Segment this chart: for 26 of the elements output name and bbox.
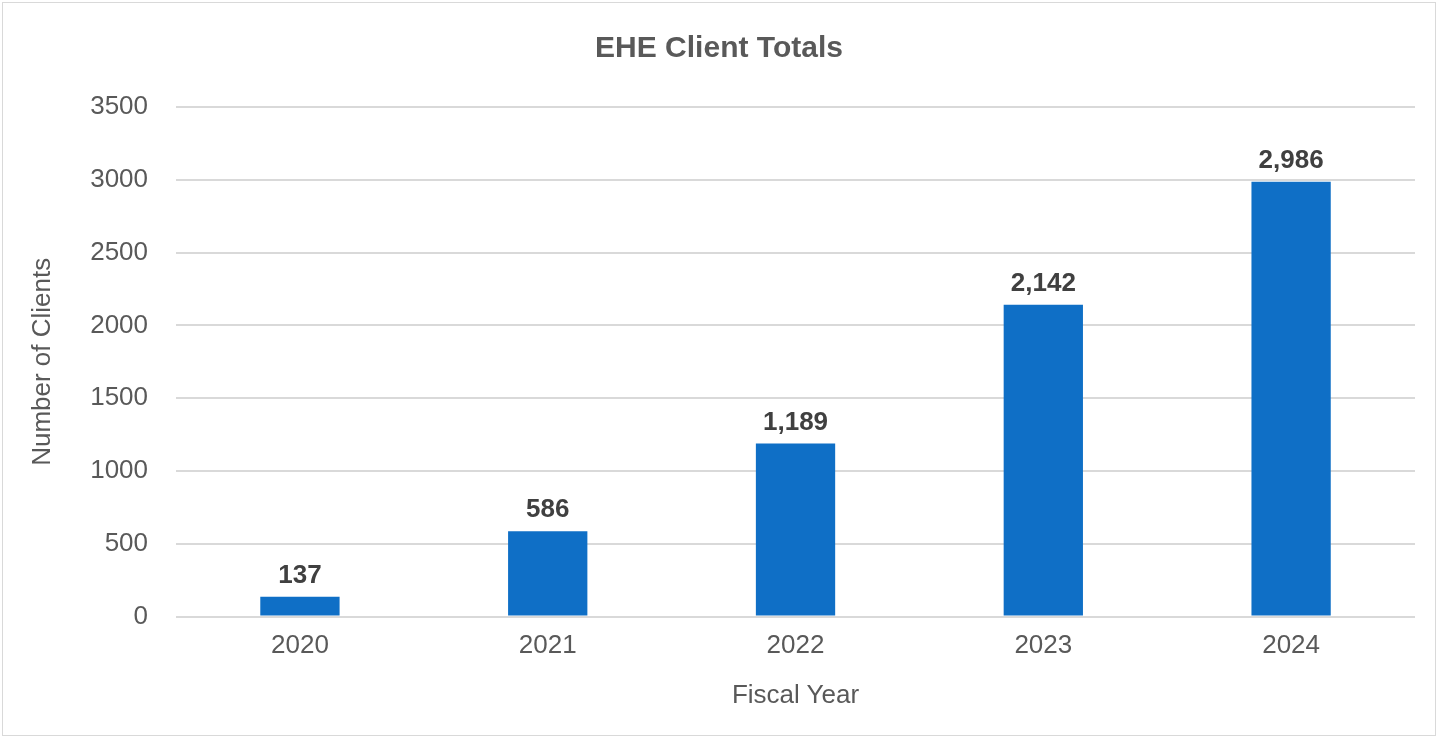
x-axis-title: Fiscal Year <box>731 678 860 709</box>
x-tick-label: 2021 <box>518 629 577 660</box>
y-tick-label: 2000 <box>90 308 149 339</box>
y-tick-label: 2500 <box>90 235 149 266</box>
y-tick-label: 500 <box>104 526 149 557</box>
data-label: 1,189 <box>762 405 829 436</box>
x-tick-label: 2020 <box>271 629 329 660</box>
bar <box>508 531 588 616</box>
data-label: 2,142 <box>1010 266 1076 297</box>
data-label: 2,986 <box>1258 144 1324 175</box>
x-tick-label: 2023 <box>1014 629 1073 660</box>
bar <box>1251 181 1331 616</box>
bar <box>260 596 340 616</box>
y-tick-label: 1000 <box>90 454 149 485</box>
data-label: 137 <box>278 558 322 589</box>
x-tick-label: 2022 <box>766 629 825 660</box>
chart-title: EHE Client Totals <box>595 30 843 64</box>
data-label: 586 <box>526 493 570 524</box>
bar <box>1003 304 1083 616</box>
bar <box>755 443 836 616</box>
y-tick-label: 3000 <box>90 162 149 193</box>
y-tick-label: 0 <box>133 599 149 630</box>
x-tick-label: 2024 <box>1262 629 1321 660</box>
y-tick-label: 1500 <box>90 381 149 412</box>
y-tick-label: 3500 <box>90 90 149 121</box>
y-axis-title: Number of Clients <box>25 257 56 466</box>
